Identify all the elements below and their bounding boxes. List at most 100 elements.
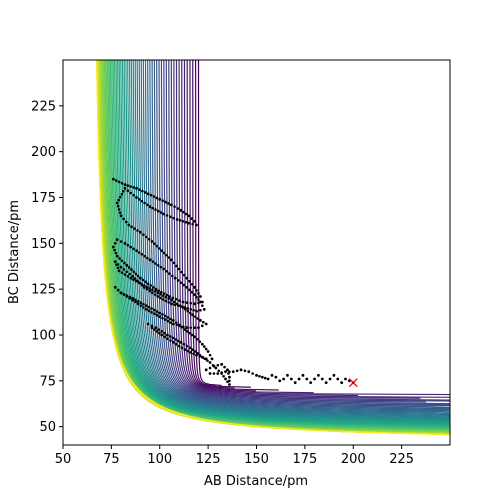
trajectory-point: [278, 379, 282, 383]
trajectory-point: [208, 366, 212, 370]
trajectory-point: [193, 315, 197, 318]
trajectory-point: [179, 281, 183, 285]
trajectory-point: [153, 308, 156, 312]
trajectory: [111, 177, 355, 386]
trajectory-point: [160, 330, 163, 333]
contour-line: [156, 60, 450, 408]
trajectory-point: [193, 302, 196, 306]
trajectory-point: [171, 340, 175, 344]
contour-line: [147, 60, 450, 412]
trajectory-point: [123, 273, 127, 276]
trajectory-point: [122, 268, 126, 271]
trajectory-point: [206, 359, 209, 362]
trajectory-point: [154, 208, 157, 211]
trajectory-point: [134, 272, 138, 276]
trajectory-point: [127, 266, 131, 269]
end-marker: [348, 378, 358, 388]
trajectory-point: [137, 251, 141, 254]
trajectory-point: [145, 285, 149, 289]
trajectory-point: [220, 371, 223, 374]
trajectory-point: [184, 212, 188, 216]
trajectory-point: [169, 339, 172, 342]
trajectory-point: [120, 271, 124, 274]
trajectory-point: [120, 192, 124, 196]
trajectory-point: [187, 214, 191, 218]
trajectory-point: [198, 295, 202, 298]
trajectory-point: [113, 242, 117, 245]
trajectory-point: [155, 330, 159, 333]
trajectory-point: [332, 373, 336, 377]
trajectory-point: [169, 258, 173, 262]
trajectory-point: [134, 298, 137, 302]
trajectory-point: [166, 319, 170, 323]
trajectory-point: [177, 267, 181, 271]
trajectory-point: [155, 196, 159, 200]
end-marker-cross: [348, 378, 358, 388]
trajectory-point: [191, 348, 195, 352]
contour-line: [183, 60, 314, 394]
contour-line: [136, 60, 450, 418]
trajectory-point: [148, 289, 151, 293]
trajectory-point: [223, 365, 226, 369]
trajectory-point: [172, 300, 176, 304]
y-tick-label: 75: [39, 374, 56, 389]
trajectory-point: [111, 245, 115, 249]
x-tick-label: 150: [244, 452, 269, 467]
trajectory-point: [165, 293, 169, 297]
trajectory-point: [174, 338, 177, 341]
trajectory-point: [199, 308, 202, 312]
trajectory-point: [142, 306, 145, 309]
trajectory-point: [175, 264, 178, 268]
trajectory-point: [164, 299, 168, 303]
trajectory-point: [158, 197, 162, 201]
trajectory-point: [149, 193, 153, 197]
trajectory-point: [126, 243, 130, 247]
trajectory-point: [195, 295, 198, 299]
trajectory-point: [201, 324, 204, 328]
trajectory-point: [196, 317, 200, 320]
trajectory-point: [155, 244, 159, 248]
trajectory-point: [173, 205, 176, 208]
trajectory-point: [169, 302, 173, 306]
trajectory-point: [208, 353, 212, 357]
contour-line: [106, 60, 450, 431]
trajectory-point: [111, 177, 115, 181]
trajectory-point: [115, 254, 119, 258]
trajectory-point: [132, 186, 135, 189]
contour-line: [186, 60, 256, 392]
trajectory-point: [193, 293, 196, 297]
trajectory-point: [173, 276, 177, 280]
trajectory-point: [118, 257, 121, 260]
trajectory-point: [340, 381, 344, 385]
trajectory-point: [144, 304, 148, 308]
trajectory-point: [161, 298, 165, 301]
trajectory-point: [126, 189, 130, 192]
trajectory-point: [220, 362, 224, 366]
trajectory-point: [274, 375, 278, 379]
trajectory-point: [138, 188, 141, 192]
contour-line: [178, 60, 359, 397]
trajectory-point: [150, 240, 154, 243]
trajectory-point: [150, 324, 154, 328]
y-tick-label: 125: [31, 283, 56, 298]
trajectory-point: [162, 251, 166, 255]
trajectory-point: [193, 350, 197, 353]
trajectory-point: [189, 301, 193, 305]
trajectory-point: [216, 372, 220, 375]
trajectory-point: [255, 373, 258, 377]
trajectory-point: [197, 292, 200, 295]
trajectory-point: [165, 253, 168, 257]
trajectory-point: [150, 310, 153, 314]
trajectory-point: [182, 273, 186, 277]
trajectory-point: [120, 259, 124, 263]
trajectory-point: [309, 381, 313, 385]
contour-line: [151, 60, 450, 410]
trajectory-point: [270, 373, 274, 377]
trajectory-point: [158, 315, 162, 319]
trajectory-point: [115, 238, 119, 242]
trajectory-point: [142, 284, 146, 287]
trajectory-point: [117, 198, 121, 202]
trajectory-point: [152, 195, 156, 198]
trajectory-point: [147, 237, 151, 241]
trajectory-point: [165, 269, 168, 273]
